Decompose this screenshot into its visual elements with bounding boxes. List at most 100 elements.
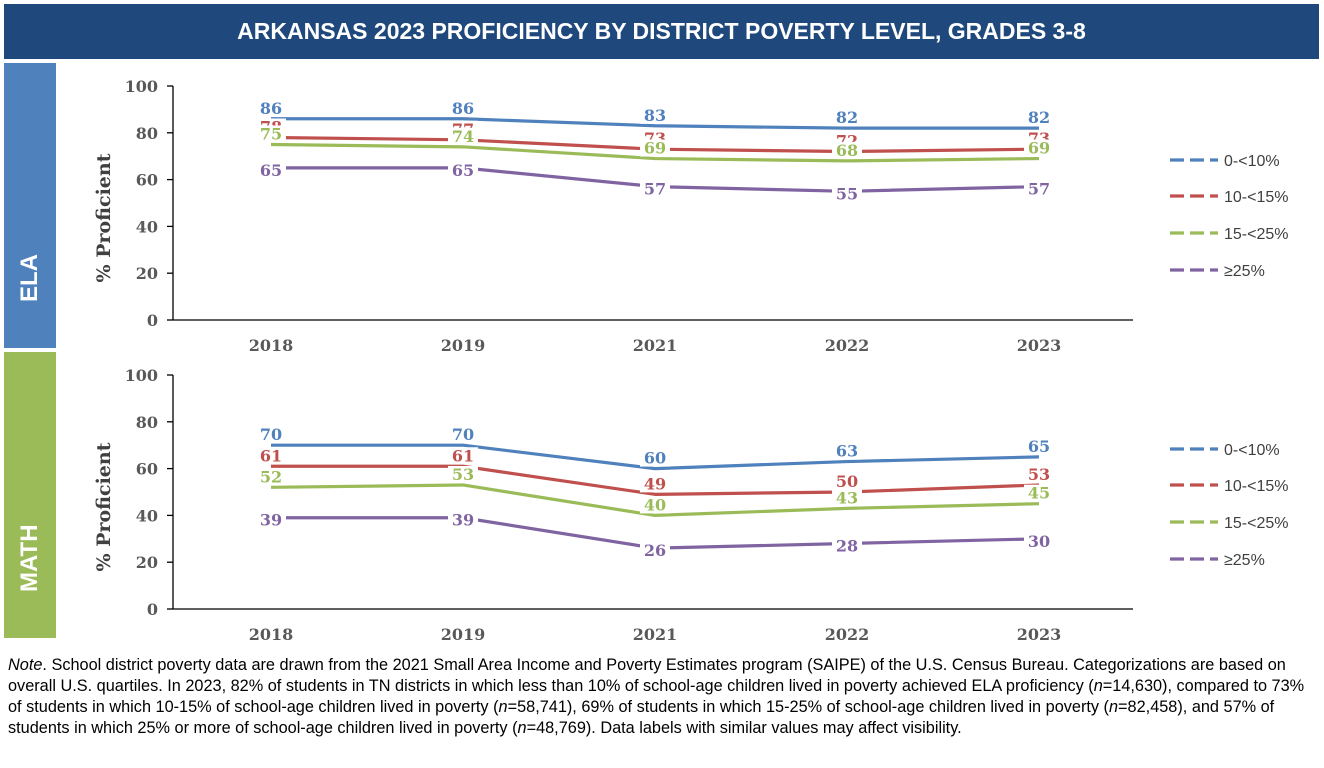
math-legend-label-0-10: 0-<10% <box>1224 442 1280 459</box>
math-data-label-bg <box>256 468 286 486</box>
note-n-symbol-4: n <box>517 719 527 737</box>
ela-legend-label-15-25: 15-<25% <box>1224 226 1289 243</box>
ela-data-label-bg <box>256 161 286 179</box>
math-data-label-10-15: 49 <box>644 474 666 493</box>
ela-data-label-bg <box>832 185 862 203</box>
math-data-label-25-plus: 39 <box>260 511 282 530</box>
ela-data-label-15-25: 69 <box>644 139 666 158</box>
math-data-label-10-15: 61 <box>452 446 474 465</box>
ela-x-tick-label: 2021 <box>633 336 678 353</box>
math-x-tick-label: 2023 <box>1017 625 1062 642</box>
math-x-tick-label: 2019 <box>441 625 486 642</box>
math-data-label-25-plus: 30 <box>1028 532 1050 551</box>
ela-panel-label: ELA <box>16 254 43 302</box>
math-data-label-bg <box>256 426 286 444</box>
math-legend-label-25-plus: ≥25% <box>1224 552 1265 569</box>
math-data-label-bg <box>1024 437 1054 455</box>
ela-data-label-25-plus: 57 <box>1028 180 1050 199</box>
ela-series-line-0-10 <box>271 117 1039 130</box>
math-data-label-25-plus: 26 <box>644 541 666 560</box>
ela-data-label-0-10: 86 <box>452 99 474 118</box>
note-text-3: =58,741), 69% of students in which 15-25… <box>507 698 1109 716</box>
note-text-4: =82,458), and 57% of students in which 2… <box>8 698 1275 737</box>
note-label: Note <box>8 656 43 674</box>
math-legend-label-10-15: 10-<15% <box>1224 478 1289 495</box>
math-y-tick-label: 100 <box>125 366 158 385</box>
math-data-label-bg <box>448 511 478 529</box>
ela-x-tick-label: 2018 <box>249 336 294 353</box>
math-line-chart: 0 20 40 60 80 100 % Proficient 2018 2019 2021 2022… <box>93 366 1289 642</box>
math-data-label-15-25: 43 <box>836 488 858 507</box>
ela-y-tick-label: 100 <box>125 77 158 96</box>
ela-data-label-bg <box>832 109 862 127</box>
math-data-label-15-25: 53 <box>452 465 474 484</box>
ela-data-label-25-plus: 65 <box>260 161 282 180</box>
ela-panel-band: ELA <box>4 63 56 348</box>
math-data-label-bg <box>448 426 478 444</box>
chart-note: Note. School district poverty data are d… <box>8 655 1318 739</box>
ela-series-line-15-25 <box>270 142 1040 163</box>
ela-data-label-bg <box>448 99 478 117</box>
math-y-axis-label: % Proficient <box>93 442 115 571</box>
math-data-label-bg <box>1024 532 1054 550</box>
math-y-tick-label: 0 <box>147 600 158 619</box>
math-y-tick-label: 60 <box>136 460 158 479</box>
ela-y-tick-label: 60 <box>136 171 158 190</box>
ela-y-tick-label: 0 <box>147 311 158 330</box>
ela-data-label-15-25: 69 <box>1028 139 1050 158</box>
math-x-tick-label: 2022 <box>825 625 870 642</box>
math-data-label-bg <box>256 447 286 465</box>
note-text-1: . School district poverty data are drawn… <box>8 656 1286 695</box>
math-data-label-10-15: 50 <box>836 472 858 491</box>
math-series-line-10-15 <box>271 464 1040 496</box>
note-n-symbol-3: n <box>1108 698 1119 716</box>
math-data-label-15-25: 40 <box>644 495 666 514</box>
math-data-label-15-25: 45 <box>1028 484 1050 503</box>
math-y-tick-label: 80 <box>136 413 158 432</box>
math-data-label-bg <box>1024 465 1054 483</box>
math-data-label-bg <box>448 465 478 483</box>
ela-data-label-0-10: 83 <box>644 106 666 125</box>
math-y-tick-label: 20 <box>136 553 158 572</box>
math-data-label-0-10: 65 <box>1028 437 1050 456</box>
math-data-label-bg <box>832 537 862 555</box>
math-data-label-10-15: 61 <box>260 446 282 465</box>
ela-data-label-bg <box>256 125 286 143</box>
ela-legend-label-10-15: 10-<15% <box>1224 189 1289 206</box>
math-data-label-bg <box>256 511 286 529</box>
ela-legend-label-25-plus: ≥25% <box>1224 263 1265 280</box>
math-legend-label-15-25: 15-<25% <box>1224 515 1289 532</box>
note-n-symbol-1: n <box>1093 677 1103 695</box>
ela-data-label-25-plus: 65 <box>452 161 474 180</box>
ela-data-label-bg <box>832 141 862 159</box>
ela-data-label-bg <box>640 139 670 157</box>
math-data-label-bg <box>640 496 670 514</box>
math-data-label-0-10: 70 <box>452 425 474 444</box>
math-data-label-bg <box>1024 484 1054 502</box>
ela-data-label-bg <box>640 106 670 124</box>
math-data-label-bg <box>832 473 862 490</box>
note-n-symbol-2: n <box>498 698 508 716</box>
chart-title: ARKANSAS 2023 PROFICIENCY BY DISTRICT PO… <box>4 4 1319 59</box>
ela-data-label-bg <box>1024 109 1054 127</box>
ela-legend-label-0-10: 0-<10% <box>1224 153 1280 170</box>
ela-data-label-bg <box>448 161 478 179</box>
ela-y-tick-label: 40 <box>136 217 158 236</box>
math-series-line-15-25 <box>270 483 1040 517</box>
ela-x-tick-label: 2023 <box>1017 336 1062 353</box>
math-data-label-0-10: 60 <box>644 449 666 468</box>
math-data-label-bg <box>640 475 670 493</box>
ela-data-label-bg <box>448 127 478 145</box>
note-text-2: =14,630), compared to 73% of students in… <box>8 677 1305 716</box>
ela-data-label-15-25: 75 <box>260 125 282 144</box>
ela-line-chart: 0 20 40 60 80 100 % Proficient 2018 2019 2021 2022… <box>93 77 1289 353</box>
ela-data-label-bg <box>1024 180 1054 198</box>
ela-data-label-15-25: 74 <box>452 127 474 146</box>
math-data-label-25-plus: 28 <box>836 536 858 555</box>
ela-data-label-0-10: 82 <box>836 108 858 127</box>
math-data-label-bg <box>448 447 478 465</box>
ela-y-tick-label: 80 <box>136 124 158 143</box>
math-data-label-10-15: 53 <box>1028 465 1050 484</box>
math-data-label-bg <box>832 489 862 507</box>
ela-x-tick-label: 2022 <box>825 336 870 353</box>
